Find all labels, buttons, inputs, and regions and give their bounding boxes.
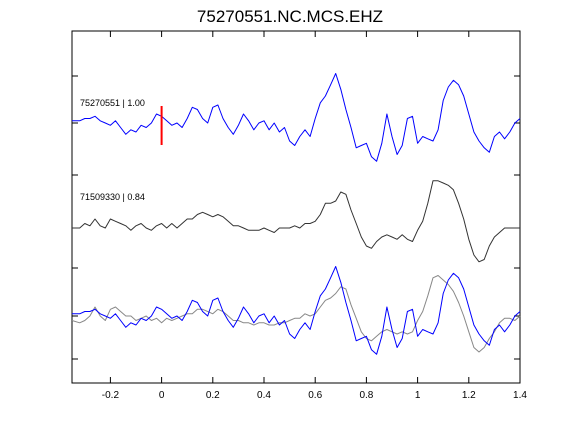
- trace-label-2: 71509330 | 0.84: [80, 192, 145, 202]
- x-tick-label: 0: [159, 390, 165, 401]
- x-tick-label: 1.4: [513, 390, 527, 401]
- x-tick-label: 0.6: [308, 390, 322, 401]
- x-tick-label: 1.2: [462, 390, 476, 401]
- traces: [71, 73, 521, 355]
- trace-line-4: [72, 266, 521, 355]
- x-tick-label: 1: [415, 390, 421, 401]
- x-ticks: -0.2 0 0.2 0.4 0.6 0.8 1 1.2 1.4: [102, 31, 527, 401]
- plot-area: [71, 30, 521, 384]
- chart-title: 75270551.NC.MCS.EHZ: [197, 7, 383, 26]
- trace-line-2: [72, 180, 520, 263]
- trace-line-1: [72, 73, 521, 162]
- x-tick-label: -0.2: [102, 390, 120, 401]
- x-tick-label: 0.8: [359, 390, 373, 401]
- y-ticks: [72, 75, 520, 360]
- trace-label-1: 75270551 | 1.00: [80, 98, 145, 108]
- x-tick-label: 0.2: [206, 390, 220, 401]
- x-tick-label: 0.4: [257, 390, 271, 401]
